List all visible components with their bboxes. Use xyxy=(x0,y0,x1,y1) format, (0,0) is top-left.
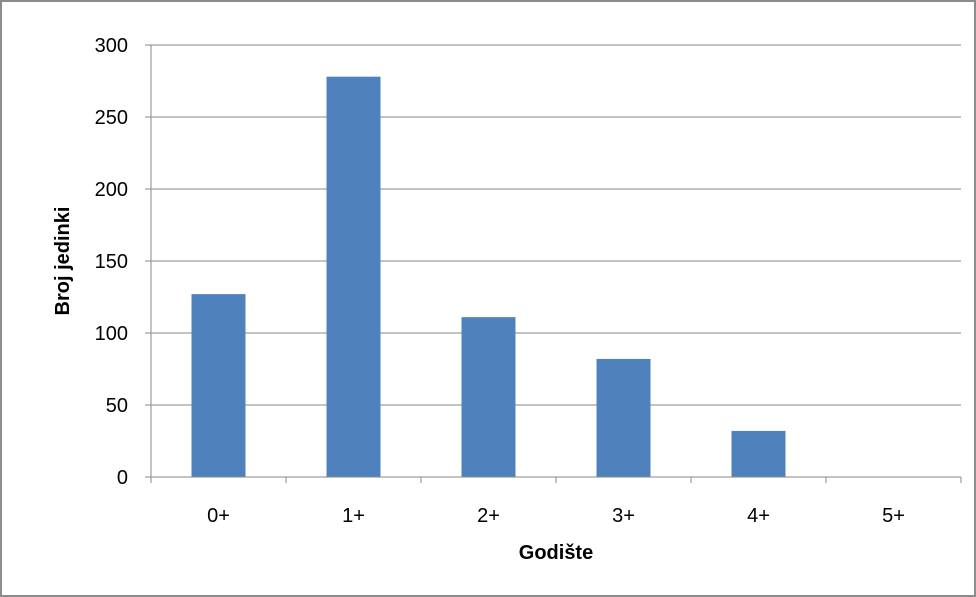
x-tick-label: 1+ xyxy=(342,505,365,527)
x-tick-label: 0+ xyxy=(207,505,230,527)
y-tick-label: 100 xyxy=(95,323,128,345)
y-tick-label: 250 xyxy=(95,107,128,129)
x-tick-labels: 0+ 1+ 2+ 3+ 4+ 5+ xyxy=(207,505,905,527)
x-tick-label: 4+ xyxy=(747,505,770,527)
x-axis-title: Godište xyxy=(519,542,593,564)
bar-4plus xyxy=(731,430,786,477)
x-tick-label: 2+ xyxy=(477,505,500,527)
y-tick-labels: 0 50 100 150 200 250 300 xyxy=(95,35,128,489)
bars xyxy=(191,76,786,478)
x-tick-label: 3+ xyxy=(612,505,635,527)
y-axis-title: Broj jedinki xyxy=(52,207,74,316)
y-tick-label: 50 xyxy=(106,395,128,417)
bar-0plus xyxy=(191,294,246,477)
y-tick-label: 150 xyxy=(95,251,128,273)
axes xyxy=(145,44,962,483)
bar-2plus xyxy=(461,317,516,477)
gridlines xyxy=(151,44,961,406)
bar-3plus xyxy=(596,358,651,477)
x-tick-label: 5+ xyxy=(882,505,905,527)
y-tick-label: 200 xyxy=(95,179,128,201)
y-tick-label: 0 xyxy=(117,467,128,489)
y-tick-label: 300 xyxy=(95,35,128,57)
bar-1plus xyxy=(326,76,381,478)
